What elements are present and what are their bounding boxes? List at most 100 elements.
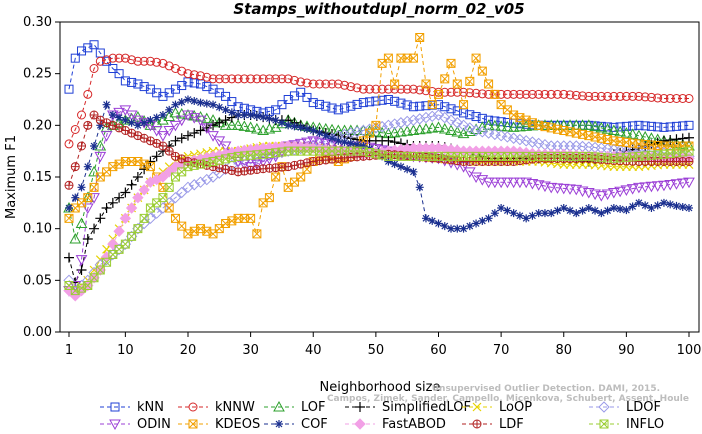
knnw-point [214, 74, 224, 84]
chart-title: Stamps_withoutdupl_norm_02_v05 [233, 0, 524, 18]
knn-point [352, 99, 362, 109]
knn-point [358, 98, 368, 108]
x-tick-label: 100 [677, 343, 702, 358]
series-inflo [64, 146, 694, 296]
odin-point [645, 181, 658, 193]
kdeos-point [383, 53, 393, 63]
legend-label: LOF [301, 400, 326, 415]
kdeos-point [365, 128, 375, 138]
ldof-point [401, 115, 413, 128]
kdeos-point [459, 100, 469, 110]
cof-point [346, 139, 355, 148]
knnw-point [646, 92, 656, 102]
cof-point [591, 206, 600, 215]
knnw-point [471, 88, 481, 98]
odin-point [94, 151, 107, 163]
ldof-point [345, 127, 357, 139]
knn-point [64, 84, 74, 94]
kdeos-point [289, 177, 299, 187]
cof-point [221, 105, 230, 114]
legend-label: ODIN [137, 417, 171, 432]
knnw-point [653, 93, 663, 103]
lof-point [351, 124, 363, 135]
legend-label: COF [301, 417, 328, 432]
knnw-point [239, 74, 249, 84]
knn-point [502, 117, 512, 127]
cof-point [165, 105, 174, 114]
knnw-point [114, 53, 124, 63]
cof-point [672, 201, 681, 210]
cof-point [528, 211, 537, 220]
cof-point [522, 214, 531, 223]
odin-point [169, 120, 182, 132]
simplifiedlof-point [665, 135, 676, 146]
lof-line [68, 112, 690, 241]
kdeos-point [427, 100, 437, 110]
lof-point [507, 121, 520, 132]
cof-point [152, 113, 161, 122]
lof-point [639, 130, 652, 142]
kdeos-point [214, 224, 224, 234]
knnw-point [527, 89, 537, 99]
lof-point [75, 217, 88, 228]
cof-point [384, 157, 393, 166]
ldof-point [501, 131, 514, 143]
cof-point [71, 193, 80, 202]
lof-point [438, 122, 451, 134]
lof-point [238, 120, 251, 131]
legend-item-ldf: LDF [462, 417, 524, 432]
x-tick-label: 80 [555, 343, 572, 358]
knn-point [371, 96, 381, 106]
knnw-point [264, 74, 274, 84]
cof-point [102, 100, 111, 109]
cof-point [465, 222, 474, 231]
cof-point [678, 202, 687, 211]
inflo-point [164, 182, 174, 192]
cof-point [484, 214, 493, 223]
knnw-point [271, 74, 281, 84]
odin-point [219, 141, 232, 153]
odin-point [75, 255, 88, 266]
cof-point [133, 121, 142, 130]
lof-point [219, 119, 232, 130]
ldof-point [420, 111, 432, 124]
kdeos-point [183, 229, 193, 239]
knn-line [68, 44, 690, 128]
kdeos-point [202, 226, 212, 236]
knnw-point [678, 93, 688, 103]
knn-point [127, 77, 137, 87]
legend-fastabod-point [354, 418, 366, 430]
lof-point [582, 119, 595, 130]
knn-point [333, 105, 343, 115]
lof-point [413, 123, 426, 135]
simplifiedlof-point [64, 252, 74, 263]
lof-point [163, 110, 176, 122]
legend-item-knnw: kNNW [178, 400, 255, 415]
lof-point [564, 119, 576, 130]
knn-point [446, 104, 456, 114]
ldof-point [132, 222, 144, 235]
lof-point [576, 119, 589, 130]
cof-point [96, 121, 105, 130]
cof-point [472, 219, 481, 228]
simplifiedlof-point [89, 223, 100, 234]
legend-item-lof: LOF [264, 400, 326, 415]
lof-point [401, 125, 414, 136]
x-axis-label: Neighborhood size [320, 380, 441, 395]
ldof-point [194, 176, 207, 188]
cof-point [177, 98, 186, 107]
cof-point [77, 183, 86, 192]
cof-point [353, 140, 362, 149]
kdeos-point [477, 66, 487, 76]
y-tick-label: 0.30 [23, 15, 52, 30]
knnw-point [365, 84, 375, 94]
ldof-point [451, 117, 463, 129]
knnw-point [502, 89, 512, 99]
cof-point [547, 209, 556, 218]
simplifiedlof-point [107, 197, 118, 208]
ldof-point [520, 135, 532, 147]
odin-point [557, 183, 570, 195]
ldof-point [507, 132, 520, 144]
knnw-point [465, 88, 475, 98]
kdeos-point [471, 53, 481, 63]
